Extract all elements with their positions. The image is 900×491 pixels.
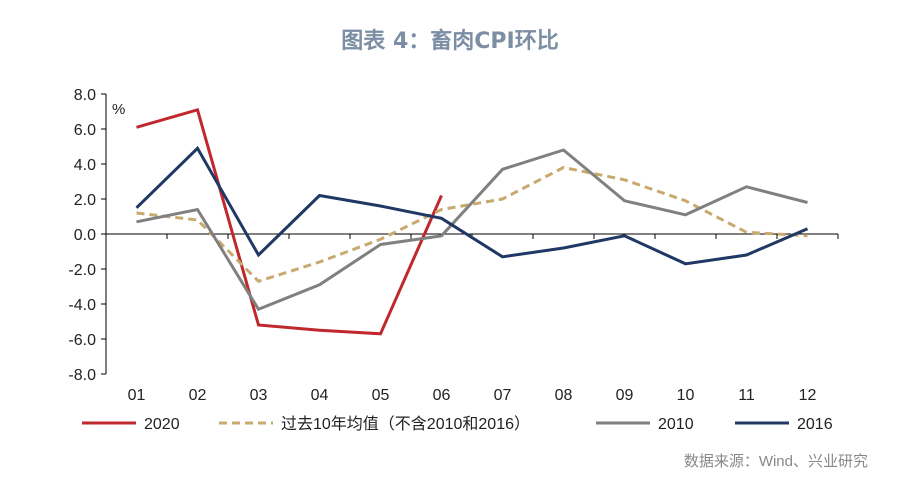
y-tick-label: 4.0: [74, 157, 96, 174]
y-tick-label: 0.0: [74, 227, 96, 244]
x-tick-label: 06: [433, 387, 451, 404]
y-tick-label: 8.0: [74, 87, 96, 104]
series-line-1: [136, 107, 443, 336]
x-tick-label: 09: [616, 387, 634, 404]
series-line-3: [136, 148, 808, 312]
x-tick-label: 12: [799, 387, 817, 404]
x-tick-label: 03: [250, 387, 268, 404]
y-axis-unit-label: %: [112, 101, 125, 118]
y-tick-label: 6.0: [74, 122, 96, 139]
legend-label-3: 2010: [658, 416, 694, 433]
legend-label-4: 2016: [797, 416, 833, 433]
legend-label-1: 2020: [144, 416, 180, 433]
series-line-4: [135, 145, 809, 266]
y-tick-label: -2.0: [68, 262, 96, 279]
x-tick-label: 10: [677, 387, 695, 404]
axes: 8.0 6.0 4.0 2.0 0.0 -2.0 -4.0 -6.0 -8.0% 01 02 03 04…: [68, 87, 839, 404]
y-tick-label: 2.0: [74, 192, 96, 209]
x-tick-label: 11: [738, 387, 755, 404]
x-tick-label: 02: [189, 387, 207, 404]
series-lines: [135, 107, 809, 336]
series-line-2: [136, 165, 808, 284]
x-tick-label: 01: [128, 387, 146, 404]
source-note: 数据来源：Wind、兴业研究: [684, 453, 868, 470]
y-tick-label: -6.0: [68, 332, 96, 349]
legend: 2020 过去10年均值（不含2010和2016） 2010 2016: [82, 415, 833, 433]
y-tick-label: -8.0: [68, 367, 96, 384]
chart-title: 图表 4：畜肉CPI环比: [341, 28, 558, 54]
legend-label-2: 过去10年均值（不含2010和2016）: [281, 415, 530, 433]
x-tick-label: 08: [555, 387, 573, 404]
x-tick-label: 07: [494, 387, 512, 404]
y-tick-label: -4.0: [68, 297, 96, 314]
x-tick-label: 05: [372, 387, 390, 404]
x-tick-label: 04: [311, 387, 329, 404]
